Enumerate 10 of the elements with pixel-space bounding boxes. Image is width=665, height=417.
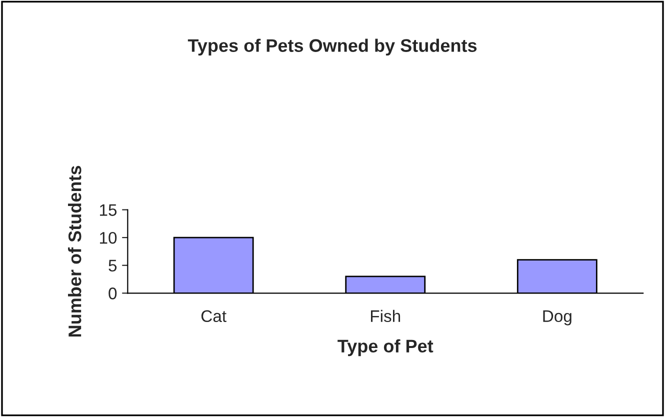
y-tick-label: 15 (100, 204, 117, 216)
y-tick-label: 5 (108, 260, 117, 272)
x-tick-label: Cat (201, 310, 226, 322)
y-axis-title: Number of Students (68, 166, 82, 337)
x-axis-title: Type of Pet (338, 339, 434, 356)
y-tick-label: 10 (100, 232, 117, 244)
x-tick-label: Dog (543, 310, 572, 326)
x-tick-label: Fish (370, 310, 400, 322)
chart-title: Types of Pets Owned by Students (188, 38, 477, 56)
y-tick-label: 0 (108, 288, 117, 300)
